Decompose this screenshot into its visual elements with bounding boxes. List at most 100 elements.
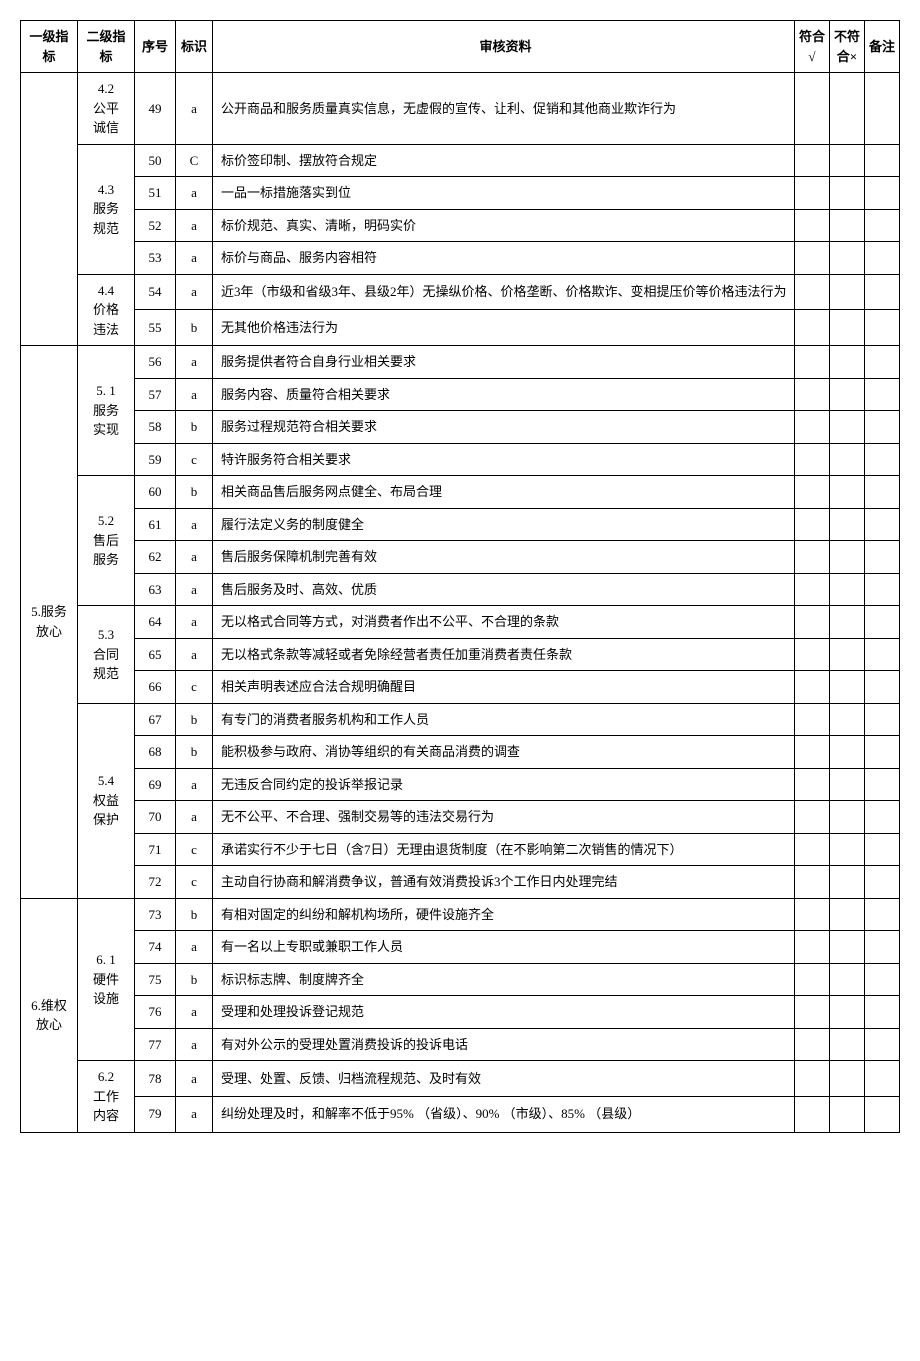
seq-cell: 66	[135, 671, 176, 704]
table-row: 70a无不公平、不合理、强制交易等的违法交易行为	[21, 801, 900, 834]
table-row: 52a标价规范、真实、清晰，明码实价	[21, 209, 900, 242]
content-cell: 服务过程规范符合相关要求	[213, 411, 795, 444]
seq-cell: 79	[135, 1096, 176, 1132]
table-row: 6.2 工作 内容78a受理、处置、反馈、归档流程规范、及时有效	[21, 1061, 900, 1097]
note-cell	[865, 476, 900, 509]
seq-cell: 59	[135, 443, 176, 476]
content-cell: 服务提供者符合自身行业相关要求	[213, 346, 795, 379]
mark-cell: c	[176, 443, 213, 476]
check-pass-cell	[795, 671, 830, 704]
content-cell: 相关商品售后服务网点健全、布局合理	[213, 476, 795, 509]
mark-cell: a	[176, 242, 213, 275]
mark-cell: b	[176, 963, 213, 996]
check-pass-cell	[795, 508, 830, 541]
seq-cell: 75	[135, 963, 176, 996]
table-row: 77a有对外公示的受理处置消费投诉的投诉电话	[21, 1028, 900, 1061]
content-cell: 无违反合同约定的投诉举报记录	[213, 768, 795, 801]
note-cell	[865, 963, 900, 996]
check-fail-cell	[830, 736, 865, 769]
note-cell	[865, 801, 900, 834]
seq-cell: 52	[135, 209, 176, 242]
l2-cell: 6. 1 硬件 设施	[78, 898, 135, 1061]
mark-cell: a	[176, 996, 213, 1029]
seq-cell: 73	[135, 898, 176, 931]
check-fail-cell	[830, 931, 865, 964]
content-cell: 主动自行协商和解消费争议，普通有效消费投诉3个工作日内处理完结	[213, 866, 795, 899]
check-fail-cell	[830, 443, 865, 476]
mark-cell: a	[176, 177, 213, 210]
mark-cell: a	[176, 1028, 213, 1061]
table-row: 5.2 售后 服务60b相关商品售后服务网点健全、布局合理	[21, 476, 900, 509]
content-cell: 有专门的消费者服务机构和工作人员	[213, 703, 795, 736]
check-pass-cell	[795, 242, 830, 275]
check-fail-cell	[830, 378, 865, 411]
note-cell	[865, 1096, 900, 1132]
seq-cell: 69	[135, 768, 176, 801]
mark-cell: a	[176, 638, 213, 671]
content-cell: 标识标志牌、制度牌齐全	[213, 963, 795, 996]
header-note: 备注	[865, 21, 900, 73]
header-content: 审核资料	[213, 21, 795, 73]
l2-cell: 5.4 权益 保护	[78, 703, 135, 898]
check-pass-cell	[795, 177, 830, 210]
mark-cell: b	[176, 898, 213, 931]
mark-cell: a	[176, 1061, 213, 1097]
content-cell: 售后服务及时、高效、优质	[213, 573, 795, 606]
note-cell	[865, 898, 900, 931]
header-check1: 符合√	[795, 21, 830, 73]
check-pass-cell	[795, 736, 830, 769]
seq-cell: 70	[135, 801, 176, 834]
seq-cell: 53	[135, 242, 176, 275]
l1-cell: 5.服务 放心	[21, 346, 78, 899]
seq-cell: 57	[135, 378, 176, 411]
mark-cell: a	[176, 768, 213, 801]
note-cell	[865, 833, 900, 866]
check-fail-cell	[830, 768, 865, 801]
note-cell	[865, 671, 900, 704]
header-mark: 标识	[176, 21, 213, 73]
check-fail-cell	[830, 1061, 865, 1097]
seq-cell: 68	[135, 736, 176, 769]
l2-cell: 5. 1 服务 实现	[78, 346, 135, 476]
check-pass-cell	[795, 274, 830, 310]
seq-cell: 77	[135, 1028, 176, 1061]
check-pass-cell	[795, 378, 830, 411]
content-cell: 纠纷处理及时，和解率不低于95% （省级）、90% （市级）、85% （县级）	[213, 1096, 795, 1132]
note-cell	[865, 310, 900, 346]
note-cell	[865, 144, 900, 177]
check-fail-cell	[830, 833, 865, 866]
table-row: 71c承诺实行不少于七日（含7日）无理由退货制度（在不影响第二次销售的情况下）	[21, 833, 900, 866]
content-cell: 无以格式条款等减轻或者免除经营者责任加重消费者责任条款	[213, 638, 795, 671]
mark-cell: a	[176, 73, 213, 145]
table-row: 5.4 权益 保护67b有专门的消费者服务机构和工作人员	[21, 703, 900, 736]
table-row: 76a受理和处理投诉登记规范	[21, 996, 900, 1029]
mark-cell: c	[176, 833, 213, 866]
check-pass-cell	[795, 541, 830, 574]
table-row: 4.3 服务 规范50C标价签印制、摆放符合规定	[21, 144, 900, 177]
table-row: 79a纠纷处理及时，和解率不低于95% （省级）、90% （市级）、85% （县…	[21, 1096, 900, 1132]
seq-cell: 58	[135, 411, 176, 444]
content-cell: 近3年（市级和省级3年、县级2年）无操纵价格、价格垄断、价格欺诈、变相提压价等价…	[213, 274, 795, 310]
check-pass-cell	[795, 963, 830, 996]
table-row: 74a有一名以上专职或兼职工作人员	[21, 931, 900, 964]
check-fail-cell	[830, 177, 865, 210]
mark-cell: a	[176, 573, 213, 606]
table-row: 5.3 合同 规范64a无以格式合同等方式，对消费者作出不公平、不合理的条款	[21, 606, 900, 639]
check-fail-cell	[830, 638, 865, 671]
header-l1: 一级指标	[21, 21, 78, 73]
check-pass-cell	[795, 310, 830, 346]
table-row: 51a一品一标措施落实到位	[21, 177, 900, 210]
note-cell	[865, 736, 900, 769]
note-cell	[865, 274, 900, 310]
table-row: 58b服务过程规范符合相关要求	[21, 411, 900, 444]
seq-cell: 74	[135, 931, 176, 964]
mark-cell: a	[176, 274, 213, 310]
seq-cell: 56	[135, 346, 176, 379]
content-cell: 一品一标措施落实到位	[213, 177, 795, 210]
note-cell	[865, 177, 900, 210]
note-cell	[865, 411, 900, 444]
check-pass-cell	[795, 209, 830, 242]
check-fail-cell	[830, 508, 865, 541]
check-fail-cell	[830, 1028, 865, 1061]
content-cell: 售后服务保障机制完善有效	[213, 541, 795, 574]
